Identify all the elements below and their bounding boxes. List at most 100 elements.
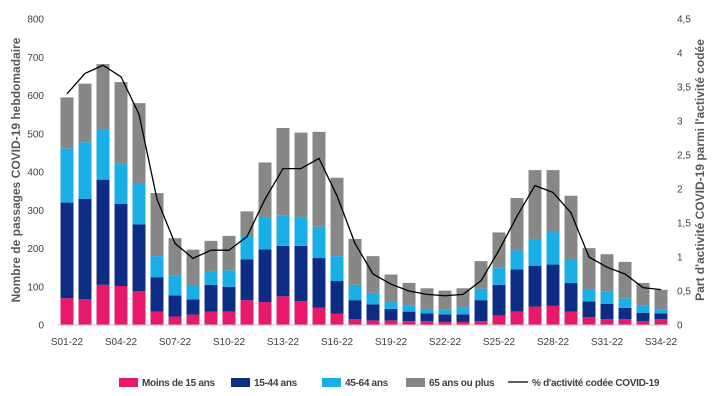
bar-segment — [438, 314, 452, 322]
bar-segment — [582, 317, 596, 325]
bar-segment — [96, 284, 110, 325]
bar-segment — [564, 282, 578, 312]
y-tick-label: 300 — [27, 206, 44, 217]
bar-segment — [168, 295, 182, 317]
bar-segment — [366, 304, 380, 321]
bar-segment — [474, 321, 488, 325]
bar-segment — [222, 311, 236, 325]
bar-segment — [618, 319, 632, 325]
left-axis-ticks: 0 100 200 300 400 500 600 700 800 — [27, 15, 44, 332]
bar-segment — [132, 291, 146, 325]
legend-swatch — [406, 378, 425, 387]
bar-segment — [96, 64, 110, 130]
bar-segment — [78, 83, 92, 143]
bar-segment — [258, 217, 272, 250]
bar-segment — [222, 270, 236, 287]
bar-segment — [528, 265, 542, 307]
bar-segment — [492, 315, 506, 325]
x-tick-label: S34-22 — [645, 337, 678, 348]
x-tick-label: S28-22 — [537, 337, 570, 348]
bar-segment — [420, 321, 434, 325]
bar-segment — [168, 316, 182, 325]
bar-segment — [654, 313, 668, 320]
bar-segment — [546, 264, 560, 306]
bar-segment — [456, 321, 470, 325]
y2-tick-label: 2 — [677, 185, 683, 196]
bar-segment — [528, 170, 542, 239]
bar-segment — [492, 267, 506, 285]
y2-tick-label: 2,5 — [677, 151, 691, 162]
bar-segment — [276, 245, 290, 297]
bar-segment — [276, 296, 290, 325]
y-tick-label: 700 — [27, 53, 44, 64]
bar-segment — [636, 312, 650, 322]
bar-segment — [294, 132, 308, 218]
bar-segment — [636, 305, 650, 313]
bar-segment — [258, 249, 272, 303]
y2-tick-label: 1 — [677, 253, 683, 264]
x-tick-label: S16-22 — [321, 337, 354, 348]
bar-segment — [114, 82, 128, 164]
bar-segment — [312, 131, 326, 227]
bar-segment — [474, 300, 488, 322]
bar-segment — [186, 249, 200, 286]
bar-segment — [222, 235, 236, 271]
bar-segment — [654, 319, 668, 325]
y-tick-label: 800 — [27, 15, 44, 26]
bar-segment — [456, 314, 470, 322]
bar-segment — [402, 305, 416, 312]
bar-segment — [564, 259, 578, 283]
bar-segment — [186, 299, 200, 315]
bar-segment — [420, 308, 434, 314]
bar-segment — [402, 311, 416, 322]
x-tick-label: S22-22 — [429, 337, 462, 348]
bar-segment — [222, 286, 236, 312]
bar-segment — [528, 238, 542, 266]
bar-segment — [510, 311, 524, 325]
bar-segment — [330, 313, 344, 325]
legend-label: 45-64 ans — [345, 378, 389, 389]
bar-segment — [348, 284, 362, 301]
bar-segment — [564, 311, 578, 325]
bar-segment — [636, 321, 650, 325]
legend: Moins de 15 ans 15-44 ans 45-64 ans 65 ans … — [119, 378, 660, 389]
bar-segment — [60, 202, 74, 299]
bar-segment — [402, 321, 416, 325]
bar-segment — [420, 313, 434, 322]
bar-segment — [600, 291, 614, 304]
bar-segment — [294, 217, 308, 246]
bar-segment — [312, 226, 326, 259]
x-tick-label: S04-22 — [105, 337, 138, 348]
bar-segment — [402, 282, 416, 306]
legend-swatch — [322, 378, 341, 387]
bar-segment — [204, 311, 218, 325]
bar-segment — [204, 284, 218, 312]
bar-segment — [330, 281, 344, 314]
bar-segment — [168, 238, 182, 276]
bar-segment — [330, 256, 344, 282]
bar-segment — [186, 285, 200, 300]
bar-segment — [348, 300, 362, 320]
bar-segment — [456, 307, 470, 315]
y-tick-label: 400 — [27, 168, 44, 179]
y-tick-label: 100 — [27, 282, 44, 293]
bar-segment — [456, 288, 470, 308]
bar-segment — [384, 320, 398, 325]
legend-label: 15-44 ans — [254, 378, 298, 389]
bar-segment — [618, 298, 632, 308]
bar-segment — [438, 321, 452, 325]
bar-segment — [384, 302, 398, 309]
x-tick-label: S19-22 — [375, 337, 408, 348]
y-tick-label: 0 — [38, 321, 44, 332]
bar-segment — [438, 290, 452, 310]
bar-segment — [132, 103, 146, 184]
bar-segment — [420, 288, 434, 309]
x-tick-label: S25-22 — [483, 337, 516, 348]
bar-segment — [60, 148, 74, 203]
bar-segment — [168, 275, 182, 296]
legend-label: Moins de 15 ans — [142, 378, 215, 389]
right-axis-title: Part d'activité COVID-19 parmi l'activit… — [693, 39, 707, 301]
left-axis-title: Nombre de passages COVID-19 hebdomadaire — [9, 37, 23, 302]
bar-segment — [312, 307, 326, 325]
